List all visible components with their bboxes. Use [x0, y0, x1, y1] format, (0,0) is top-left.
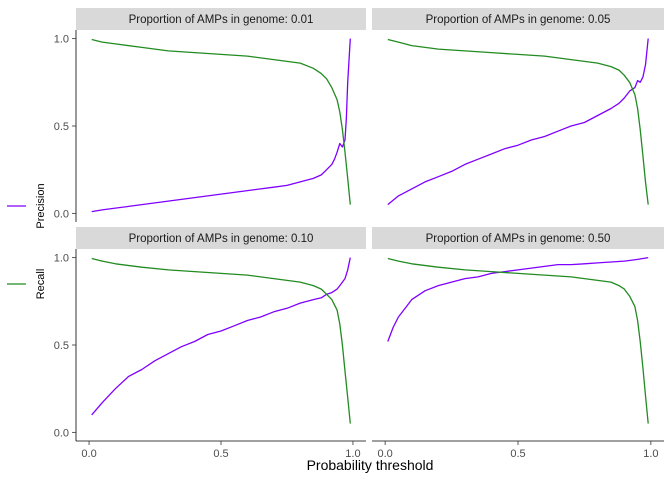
facet-strip	[76, 227, 366, 249]
y-tick-label: 1.0	[54, 253, 69, 265]
y-tick-label: 0.0	[54, 427, 69, 439]
series-line-recall	[387, 38, 649, 205]
x-tick-label: 0.0	[81, 448, 96, 460]
y-tick-label: 0.5	[54, 340, 69, 352]
series-line-precision	[91, 38, 351, 213]
legend: Precision Recall	[7, 183, 47, 299]
x-tick-label: 1.0	[643, 448, 658, 460]
facet-strip-label: Proportion of AMPs in genome: 0.10	[129, 233, 314, 245]
facet-strip	[76, 8, 366, 30]
facet-panel: Proportion of AMPs in genome: 0.10 0.0 0.5…	[54, 227, 366, 460]
series-line-recall	[91, 38, 351, 205]
panels-layer: Proportion of AMPs in genome: 0.01 0.0 0.5…	[54, 8, 664, 460]
x-tick-label: 0.5	[213, 448, 228, 460]
y-tick-label: 0.5	[54, 121, 69, 133]
facet-strip-label: Proportion of AMPs in genome: 0.50	[426, 233, 611, 245]
y-tick-label: 1.0	[54, 34, 69, 46]
series-line-precision	[387, 38, 649, 206]
facet-strip-label: Proportion of AMPs in genome: 0.05	[426, 14, 611, 26]
x-tick-label: 0.0	[377, 448, 392, 460]
series-line-precision	[387, 256, 649, 342]
x-axis-title: Probability threshold	[307, 457, 434, 473]
y-tick-label: 0.0	[54, 208, 69, 220]
facet-strip	[372, 8, 664, 30]
facet-panel: Proportion of AMPs in genome: 0.01 0.0 0.5…	[54, 8, 366, 222]
series-line-recall	[91, 257, 351, 424]
facet-panel: Proportion of AMPs in genome: 0.05	[372, 8, 664, 206]
facet-panel: Proportion of AMPs in genome: 0.50 0.0 0.5…	[372, 227, 664, 460]
legend-label-precision: Precision	[35, 183, 47, 228]
x-tick-label: 1.0	[345, 448, 360, 460]
series-line-recall	[387, 257, 649, 424]
facet-strip	[372, 227, 664, 249]
series-line-precision	[91, 257, 351, 416]
x-tick-label: 0.5	[510, 448, 525, 460]
legend-label-recall: Recall	[35, 269, 47, 300]
facet-strip-label: Proportion of AMPs in genome: 0.01	[129, 14, 314, 26]
